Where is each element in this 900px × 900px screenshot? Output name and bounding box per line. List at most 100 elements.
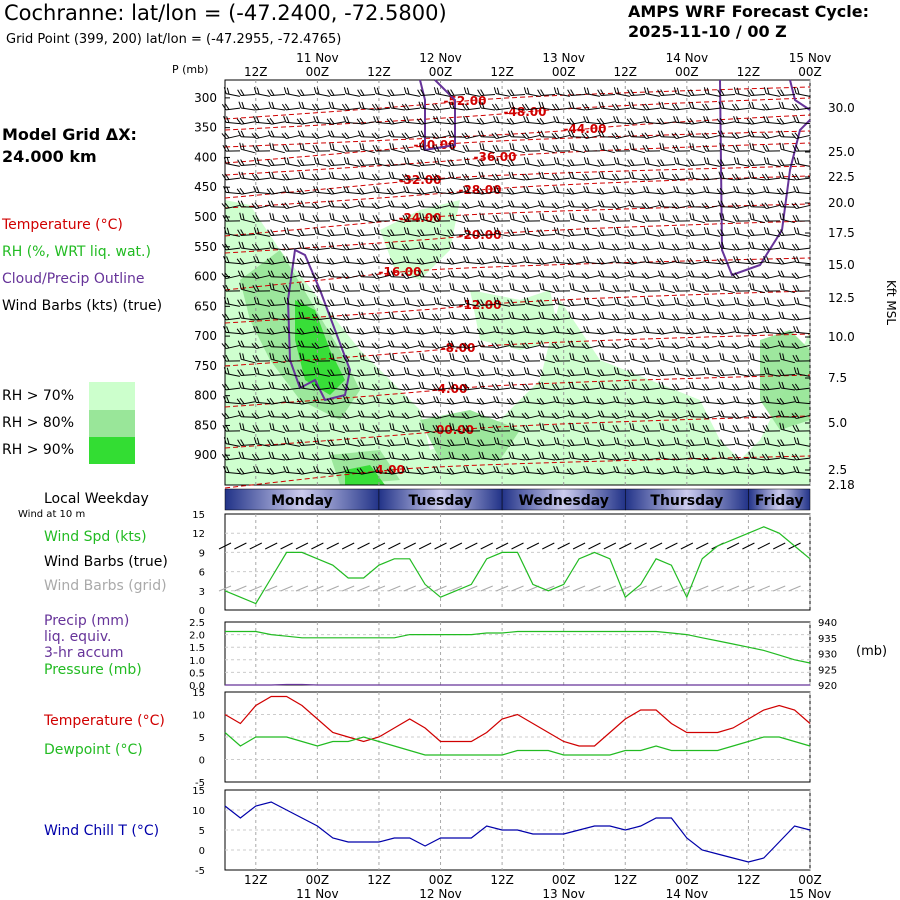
wind-barb-shaft bbox=[631, 261, 645, 265]
wind-barb-shaft bbox=[570, 247, 586, 251]
wind-barb-flag bbox=[764, 202, 770, 209]
legend-rh90: RH > 90% bbox=[2, 442, 75, 458]
wind-barb-flag bbox=[282, 144, 287, 152]
wind-barb-shaft bbox=[705, 177, 721, 181]
wind-barb-shaft bbox=[601, 121, 615, 125]
wind-barb-shaft bbox=[555, 331, 571, 335]
wind-barb-flag bbox=[599, 118, 605, 124]
wind-barb-shaft bbox=[780, 387, 796, 391]
wind-barb-flag bbox=[688, 381, 692, 389]
wind-barb-flag bbox=[373, 227, 377, 234]
wind-barb bbox=[372, 144, 391, 152]
wind-barb bbox=[298, 311, 316, 321]
wind-barb-shaft bbox=[735, 121, 751, 125]
wind10-barb bbox=[603, 542, 617, 550]
wind-barb-flag bbox=[344, 342, 350, 349]
wind-barb-shaft bbox=[285, 261, 301, 265]
wind-barb-flag bbox=[374, 342, 380, 349]
wind-barb-flag bbox=[554, 132, 560, 139]
wind-barb-flag bbox=[251, 133, 257, 139]
wind-barb bbox=[462, 144, 481, 152]
wind-barb bbox=[688, 381, 706, 391]
wind-barb-flag bbox=[598, 311, 602, 319]
wind-barb-flag bbox=[406, 466, 410, 473]
wind-barb-flag bbox=[432, 214, 437, 222]
wind-barb-flag bbox=[733, 297, 737, 304]
wind-barb-flag bbox=[286, 396, 290, 403]
wind-barb-flag bbox=[792, 354, 797, 362]
wind-barb-shaft bbox=[586, 303, 600, 307]
wind-barb-flag bbox=[507, 299, 512, 306]
wind-barb bbox=[701, 272, 720, 280]
wind-barb bbox=[238, 171, 256, 181]
wind-barb-flag bbox=[331, 311, 335, 319]
wind-barb bbox=[491, 383, 511, 391]
wind-barb-flag bbox=[221, 383, 227, 391]
wind-barb bbox=[536, 468, 555, 475]
wind-barb-shaft bbox=[676, 414, 690, 420]
wind-barb-flag bbox=[761, 383, 767, 391]
wind-barb-flag bbox=[406, 227, 410, 235]
wind-barb-shaft bbox=[495, 331, 511, 335]
wind-barb-shaft bbox=[346, 274, 360, 280]
wind-barb-flag bbox=[417, 410, 422, 417]
wind-barb-shaft bbox=[271, 471, 285, 475]
wind10-barb bbox=[357, 542, 370, 550]
wind-barb-flag bbox=[508, 381, 512, 389]
wind-barb-flag bbox=[718, 171, 722, 179]
wind-barb-flag bbox=[705, 424, 710, 432]
wind-barb-flag bbox=[313, 465, 317, 473]
wind-barb-flag bbox=[795, 424, 800, 432]
wind-barb-flag bbox=[431, 453, 437, 461]
wind-barb-flag bbox=[658, 171, 662, 179]
wind-barb-shaft bbox=[766, 274, 780, 280]
wind-barb-flag bbox=[406, 326, 410, 333]
wind-barb bbox=[342, 214, 361, 222]
wind-barb-flag bbox=[602, 423, 605, 431]
wind-barb-flag bbox=[777, 200, 782, 207]
wind-barb-flag bbox=[403, 297, 407, 304]
wind-barb-flag bbox=[223, 255, 227, 263]
wind-barb-flag bbox=[464, 272, 470, 279]
wind-barb-shaft bbox=[510, 247, 526, 251]
wind-barb-flag bbox=[658, 311, 662, 319]
wind-barb-shaft bbox=[570, 304, 586, 306]
wind-barb-shaft bbox=[735, 331, 751, 335]
wind-barb-flag bbox=[734, 313, 740, 320]
wind-barb-flag bbox=[405, 144, 410, 152]
wind-barb-flag bbox=[777, 369, 782, 376]
wind-barb bbox=[237, 200, 256, 208]
wind-barb-flag bbox=[237, 159, 242, 166]
wind-barb bbox=[672, 354, 691, 362]
wind-barb-flag bbox=[645, 424, 650, 432]
wind-barb bbox=[311, 103, 331, 111]
wind-barb-shaft bbox=[586, 373, 600, 377]
wind-barb-flag bbox=[766, 437, 770, 445]
wind-barb bbox=[373, 87, 390, 97]
wind-barb-flag bbox=[463, 255, 467, 263]
wind-barb-flag bbox=[495, 424, 500, 432]
wind-barb-flag bbox=[731, 133, 737, 139]
wind-barb bbox=[313, 395, 331, 405]
wind-barb-flag bbox=[630, 270, 635, 278]
wind-barb-flag bbox=[360, 159, 365, 166]
wind-barb-flag bbox=[746, 258, 752, 265]
wind-barb-shaft bbox=[795, 261, 811, 265]
wind-barb-flag bbox=[476, 258, 482, 265]
wind-barb bbox=[597, 130, 616, 138]
wind-barb-shaft bbox=[495, 121, 511, 125]
wind-barb bbox=[671, 453, 691, 461]
wind-barb bbox=[761, 132, 780, 140]
wind-barb-flag bbox=[596, 258, 602, 265]
wind-barb-flag bbox=[316, 466, 320, 473]
wind-barb-shaft bbox=[481, 331, 495, 335]
wind-barb-flag bbox=[420, 159, 425, 166]
wind-barb-flag bbox=[508, 171, 512, 179]
wind-barb-flag bbox=[643, 87, 647, 94]
wind-barb bbox=[296, 468, 315, 475]
wind-barb-flag bbox=[311, 203, 317, 209]
wind-barb-flag bbox=[226, 256, 230, 263]
wind-barb-flag bbox=[435, 214, 440, 222]
wind-barb-shaft bbox=[496, 93, 510, 97]
wind-barb-flag bbox=[641, 133, 647, 139]
